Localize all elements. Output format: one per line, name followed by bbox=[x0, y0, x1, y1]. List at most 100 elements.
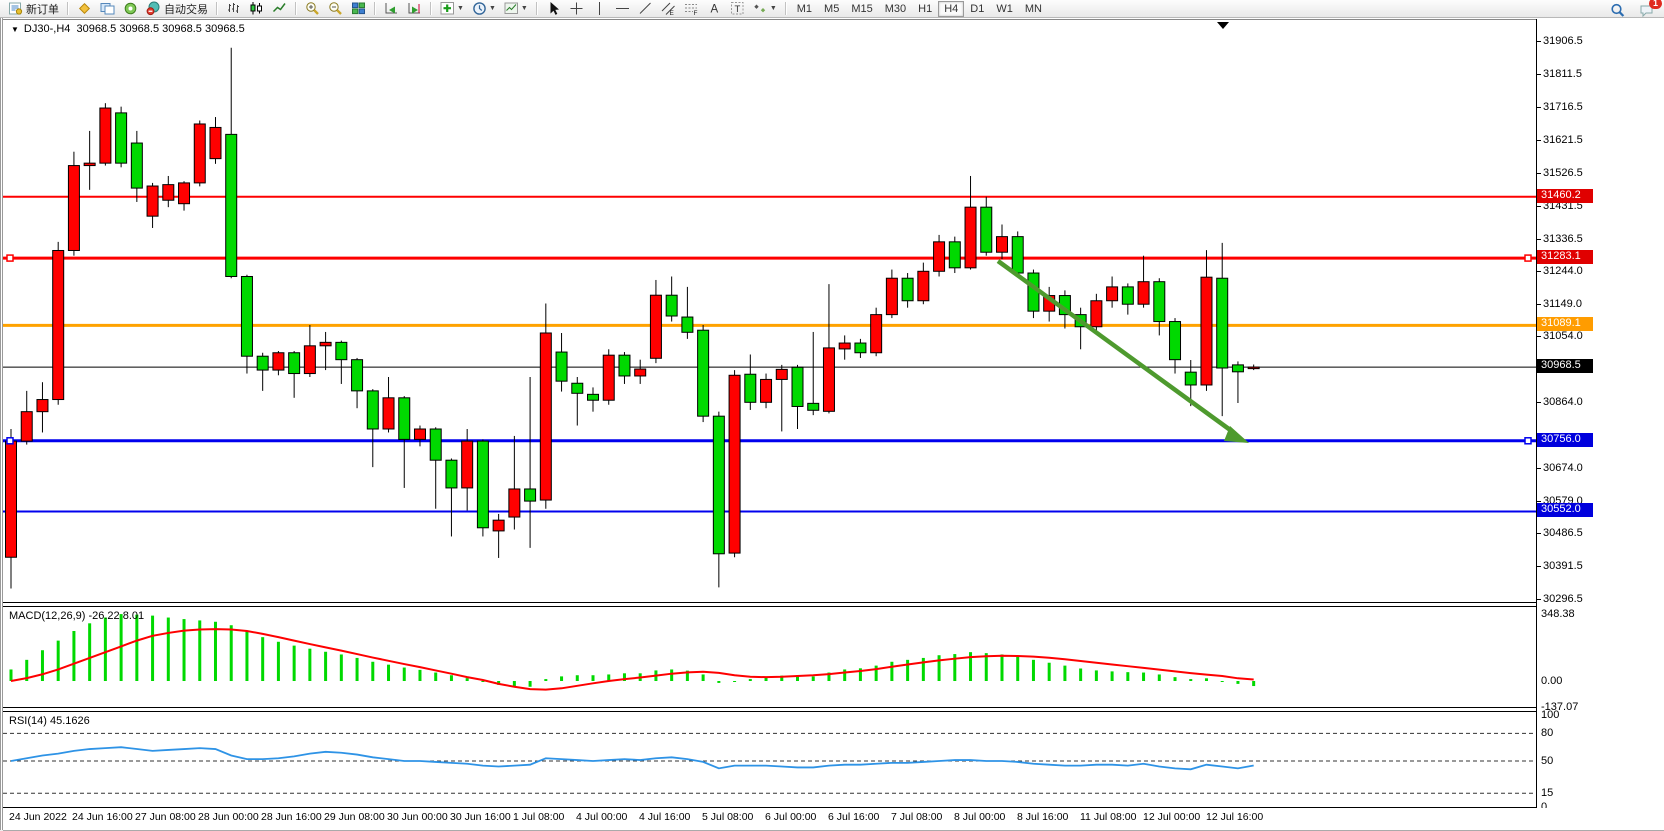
candle-body[interactable] bbox=[256, 355, 269, 371]
dropdown-arrow-icon[interactable]: ▼ bbox=[488, 5, 496, 12]
candle-body[interactable] bbox=[791, 366, 804, 407]
candle-body[interactable] bbox=[413, 428, 426, 440]
notifications-button[interactable]: 1 bbox=[1635, 0, 1662, 19]
candle-body[interactable] bbox=[1121, 286, 1134, 305]
channel-tool[interactable]: E bbox=[657, 0, 680, 18]
text-label-tool[interactable]: T bbox=[726, 0, 749, 18]
candle-body[interactable] bbox=[587, 393, 600, 401]
candle-body[interactable] bbox=[225, 133, 238, 277]
candle-body[interactable] bbox=[99, 107, 112, 164]
search-button[interactable] bbox=[1606, 1, 1629, 19]
candle-body[interactable] bbox=[634, 368, 647, 377]
candle-body[interactable] bbox=[508, 488, 521, 518]
dropdown-arrow-icon[interactable]: ▼ bbox=[520, 5, 528, 12]
chart-window[interactable]: ▼ DJ30-,H4 30968.5 30968.5 30968.5 30968.… bbox=[0, 18, 1664, 831]
trend-arrow-line[interactable] bbox=[996, 259, 1235, 434]
candle-body[interactable] bbox=[1247, 366, 1260, 370]
candle-body[interactable] bbox=[67, 165, 80, 251]
macd-pane[interactable]: MACD(12,26,9) -26.22 8.01 bbox=[3, 606, 1536, 708]
zoom-out-button[interactable] bbox=[324, 0, 347, 18]
candle-body[interactable] bbox=[744, 373, 757, 403]
rsi-pane[interactable]: RSI(14) 45.1626 bbox=[3, 711, 1536, 808]
candle-body[interactable] bbox=[995, 236, 1008, 253]
dropdown-arrow-icon[interactable]: ▼ bbox=[769, 5, 777, 12]
candle-body[interactable] bbox=[980, 206, 993, 253]
candle-body[interactable] bbox=[539, 332, 552, 501]
candles[interactable] bbox=[5, 47, 1260, 589]
candle-body[interactable] bbox=[115, 112, 128, 164]
dropdown-arrow-icon[interactable]: ▼ bbox=[457, 5, 464, 12]
candle-body[interactable] bbox=[492, 519, 505, 532]
arrows-tool[interactable]: ▼ bbox=[749, 0, 781, 18]
candle-body[interactable] bbox=[775, 368, 788, 380]
candle-body[interactable] bbox=[52, 249, 65, 401]
candle-body[interactable] bbox=[398, 397, 411, 440]
candle-body[interactable] bbox=[429, 428, 442, 461]
candle-body[interactable] bbox=[382, 397, 395, 430]
trend-arrow-head[interactable] bbox=[1224, 426, 1249, 443]
candle-body[interactable] bbox=[272, 352, 285, 371]
time-axis[interactable]: 24 Jun 2022 24 Jun 16:00 27 Jun 08:00 28 Ju… bbox=[3, 808, 1664, 831]
candle-body[interactable] bbox=[1216, 277, 1229, 369]
candle-body[interactable] bbox=[649, 294, 662, 359]
candle-body[interactable] bbox=[1200, 276, 1213, 386]
candle-body[interactable] bbox=[917, 270, 930, 302]
auto-scroll-button[interactable] bbox=[380, 0, 403, 18]
candle-body[interactable] bbox=[130, 142, 143, 189]
line-handle[interactable] bbox=[6, 254, 14, 262]
candle-body[interactable] bbox=[476, 440, 489, 529]
line-handle[interactable] bbox=[1524, 254, 1532, 262]
candle-body[interactable] bbox=[1090, 300, 1103, 328]
candle-body[interactable] bbox=[602, 354, 615, 401]
candle-body[interactable] bbox=[1231, 364, 1244, 373]
candle-body[interactable] bbox=[728, 374, 741, 554]
candle-body[interactable] bbox=[1184, 371, 1197, 386]
timeframe-mn[interactable]: MN bbox=[1024, 2, 1042, 15]
trendline-tool[interactable] bbox=[634, 0, 657, 18]
periods-button[interactable]: ▼ bbox=[468, 0, 500, 18]
timeframe-h1[interactable]: H1 bbox=[918, 2, 933, 15]
candle-body[interactable] bbox=[964, 206, 977, 269]
timeframe-m15[interactable]: M15 bbox=[851, 2, 873, 15]
price-pane[interactable] bbox=[3, 19, 1536, 603]
candle-body[interactable] bbox=[146, 185, 159, 217]
candle-body[interactable] bbox=[193, 123, 206, 184]
price-axis[interactable]: 31906.5 31811.5 31716.5 31621.5 31526.5 31431… bbox=[1536, 19, 1664, 813]
candle-body[interactable] bbox=[807, 402, 820, 411]
charts-button[interactable] bbox=[96, 0, 119, 18]
timeframe-d1[interactable]: D1 bbox=[970, 2, 985, 15]
candle-body[interactable] bbox=[1106, 286, 1119, 302]
candle-body[interactable] bbox=[1011, 236, 1024, 274]
candle-body[interactable] bbox=[885, 277, 898, 316]
candle-body[interactable] bbox=[712, 415, 725, 555]
candle-body[interactable] bbox=[162, 184, 175, 201]
vertical-line-tool[interactable] bbox=[588, 0, 611, 18]
candle-body[interactable] bbox=[319, 341, 332, 347]
text-tool[interactable]: A bbox=[703, 0, 726, 18]
macd-chart[interactable] bbox=[3, 607, 1536, 707]
chart-shift-button[interactable] bbox=[403, 0, 426, 18]
rsi-chart[interactable] bbox=[3, 712, 1536, 807]
candle-body[interactable] bbox=[1169, 321, 1182, 361]
horizontal-line-tool[interactable] bbox=[611, 0, 634, 18]
timeframe-w1[interactable]: W1 bbox=[996, 2, 1013, 15]
candle-body[interactable] bbox=[854, 342, 867, 354]
timeframe-m1[interactable]: M1 bbox=[796, 2, 813, 15]
candle-body[interactable] bbox=[461, 440, 474, 489]
market-watch-button[interactable] bbox=[73, 0, 96, 18]
candle-body[interactable] bbox=[665, 294, 678, 317]
candlestick-chart[interactable] bbox=[3, 20, 1536, 602]
candle-body[interactable] bbox=[209, 126, 222, 160]
candle-body[interactable] bbox=[240, 275, 253, 357]
candle-body[interactable] bbox=[445, 459, 458, 489]
candle-body[interactable] bbox=[524, 488, 537, 502]
candle-body[interactable] bbox=[303, 345, 316, 375]
candle-body[interactable] bbox=[555, 351, 568, 382]
candle-body[interactable] bbox=[760, 378, 773, 403]
indicators-button[interactable]: ▼ bbox=[436, 0, 468, 18]
candle-body[interactable] bbox=[5, 440, 17, 558]
candle-body[interactable] bbox=[20, 411, 33, 442]
signals-button[interactable] bbox=[119, 0, 142, 18]
candle-body[interactable] bbox=[335, 341, 348, 361]
candle-body[interactable] bbox=[870, 314, 883, 354]
